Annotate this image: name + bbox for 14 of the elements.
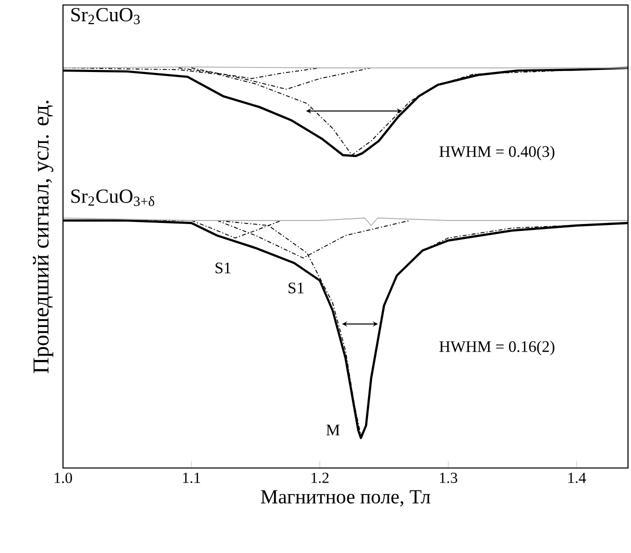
x-tick-label: 1.2	[312, 472, 329, 484]
x-axis-title: Магнитное поле, Тл	[260, 490, 430, 506]
y-axis-title: Прошедший сигнал, усл. ед.	[32, 100, 54, 374]
annotation: HWHM = 0.16(2)	[439, 340, 554, 356]
x-tick-label: 1.1	[183, 472, 200, 484]
annotation: S1	[288, 282, 304, 294]
annotation: HWHM = 0.40(3)	[439, 146, 554, 160]
x-tick-label: 1.0	[54, 472, 72, 484]
x-tick-label: 1.3	[440, 472, 458, 484]
annotation: M	[326, 424, 340, 436]
annotation: S1	[216, 262, 230, 274]
chart-title: Sr$_{2}$CuO$_{3+δ}$	[71, 190, 154, 206]
chart-title: Sr$_{2}$CuO$_{3}$	[71, 8, 140, 24]
x-tick-label: 1.4	[568, 472, 586, 484]
